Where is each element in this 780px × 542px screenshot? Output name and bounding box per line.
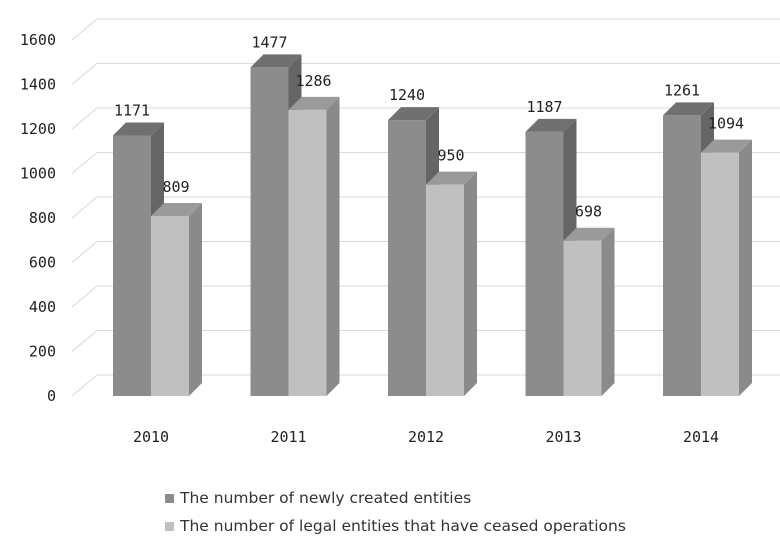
bar-side (189, 202, 202, 396)
bar-front (151, 215, 189, 396)
bar-top (426, 171, 477, 185)
bar-2010-ceased (151, 202, 202, 396)
x-tick-label: 2014 (683, 428, 719, 446)
gridline-diag (71, 18, 98, 41)
legend-swatch-ceased (165, 521, 174, 531)
bar-chart: 0 200 400 600 800 1000 1200 1400 1600 1171 809 147… (20, 18, 780, 446)
x-tick-label: 2010 (133, 428, 169, 446)
bar-2012-ceased (426, 171, 477, 396)
gridline-diag (71, 152, 98, 174)
y-tick-label: 400 (29, 298, 56, 316)
x-tick-label: 2012 (408, 428, 444, 446)
bar-top (151, 202, 202, 216)
bar-top (113, 122, 164, 136)
data-label: 698 (575, 203, 602, 221)
bar-front (525, 131, 564, 396)
bar-front (663, 115, 701, 397)
bar-side (464, 171, 477, 396)
legend: The number of newly created entities The… (165, 484, 626, 540)
x-tick-label: 2011 (270, 428, 306, 446)
y-tick-label: 0 (47, 387, 56, 405)
data-label: 1261 (664, 81, 700, 99)
bar-top (288, 96, 340, 110)
data-label: 1094 (708, 115, 744, 133)
gridline-diag (71, 196, 98, 219)
legend-label-ceased: The number of legal entities that have c… (180, 517, 626, 535)
x-axis-ticks: 2010 2011 2012 2013 2014 (133, 428, 719, 446)
gridline-diag (71, 63, 98, 85)
y-tick-label: 1000 (20, 165, 56, 183)
bar-top (525, 118, 577, 132)
y-tick-label: 600 (29, 254, 56, 272)
bar-front (250, 67, 289, 397)
bar-front (563, 240, 602, 396)
bar-front (426, 184, 464, 396)
bar-side (326, 96, 340, 397)
y-tick-label: 800 (29, 209, 56, 227)
gridline-diag (71, 330, 98, 352)
data-label: 809 (162, 178, 189, 196)
bar-top (563, 227, 615, 241)
gridline-diag (71, 107, 98, 130)
gridline-diag (71, 374, 98, 397)
gridline-diag (71, 285, 98, 308)
y-tick-label: 1600 (20, 31, 56, 49)
data-label: 1286 (295, 72, 331, 90)
bar-front (113, 135, 151, 396)
bar-front (388, 120, 426, 396)
bar-side (739, 139, 752, 396)
x-tick-label: 2013 (545, 428, 581, 446)
data-label: 1171 (114, 101, 150, 119)
data-label: 1187 (526, 98, 562, 116)
y-axis-ticks: 0 200 400 600 800 1000 1200 1400 1600 (20, 31, 56, 405)
bar-front (701, 152, 739, 396)
y-tick-label: 1400 (20, 76, 56, 94)
y-tick-label: 200 (29, 343, 56, 361)
bar-side (601, 227, 615, 396)
legend-swatch-new (165, 493, 174, 503)
data-labels: 1171 809 1477 1286 1240 950 1187 698 1261 1094 (114, 33, 744, 220)
data-label: 1240 (389, 86, 425, 104)
bar-2011-ceased (288, 96, 340, 397)
data-label: 1477 (251, 33, 287, 51)
legend-item-new: The number of newly created entities (165, 484, 626, 512)
legend-label-new: The number of newly created entities (180, 489, 472, 507)
bar-2013-ceased (563, 227, 615, 396)
bar-top (663, 102, 714, 116)
gridline-diag (71, 241, 98, 263)
legend-item-ceased: The number of legal entities that have c… (165, 512, 626, 540)
bar-top (388, 107, 439, 121)
bar-front (288, 109, 327, 397)
y-tick-label: 1200 (20, 120, 56, 138)
bars (113, 54, 752, 397)
bar-2014-ceased (701, 139, 752, 396)
bar-top (250, 54, 302, 68)
data-label: 950 (437, 147, 464, 165)
bar-top (701, 139, 752, 153)
